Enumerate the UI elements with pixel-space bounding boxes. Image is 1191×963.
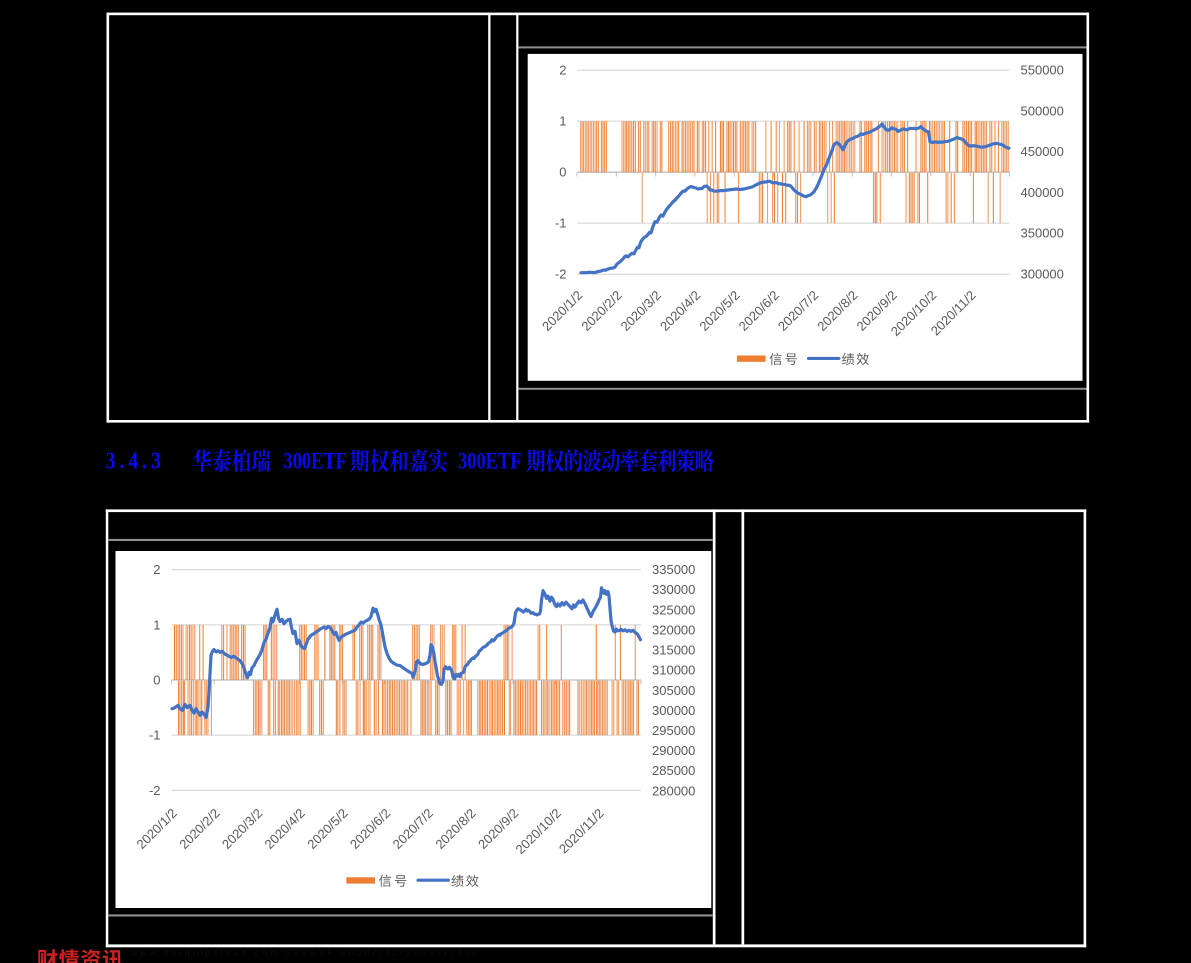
svg-text:-1: -1 [149, 728, 161, 743]
svg-text:300ETF: 300ETF [284, 448, 347, 475]
svg-text:300000: 300000 [1021, 267, 1064, 282]
svg-text:-1: -1 [555, 216, 567, 231]
svg-text:400000: 400000 [1021, 185, 1064, 200]
svg-text:3.4.3: 3.4.3 [106, 447, 165, 475]
svg-text:1: 1 [153, 617, 160, 632]
svg-text:www.caiqingzixun.com 300ETF 20: www.caiqingzixun.com 300ETF 2020/1/2-202… [130, 948, 480, 958]
svg-text:300ETF: 300ETF [458, 448, 521, 475]
svg-text:310000: 310000 [652, 663, 695, 678]
svg-text:330000: 330000 [652, 582, 695, 597]
svg-text:335000: 335000 [652, 562, 695, 577]
svg-text:325000: 325000 [652, 602, 695, 617]
svg-text:0: 0 [559, 165, 566, 180]
svg-text:350000: 350000 [1021, 226, 1064, 241]
svg-text:295000: 295000 [652, 723, 695, 738]
svg-text:2: 2 [153, 562, 160, 577]
svg-text:-2: -2 [555, 267, 567, 282]
svg-text:500000: 500000 [1021, 103, 1064, 118]
svg-text:0: 0 [153, 673, 160, 688]
svg-text:1: 1 [559, 114, 566, 129]
svg-text:2: 2 [559, 63, 566, 78]
svg-text:320000: 320000 [652, 622, 695, 637]
svg-text:280000: 280000 [652, 783, 695, 798]
svg-text:305000: 305000 [652, 683, 695, 698]
svg-text:550000: 550000 [1021, 63, 1064, 78]
svg-text:450000: 450000 [1021, 144, 1064, 159]
svg-text:315000: 315000 [652, 643, 695, 658]
svg-text:300000: 300000 [652, 703, 695, 718]
svg-text:290000: 290000 [652, 743, 695, 758]
svg-text:285000: 285000 [652, 763, 695, 778]
svg-text:-2: -2 [149, 783, 161, 798]
